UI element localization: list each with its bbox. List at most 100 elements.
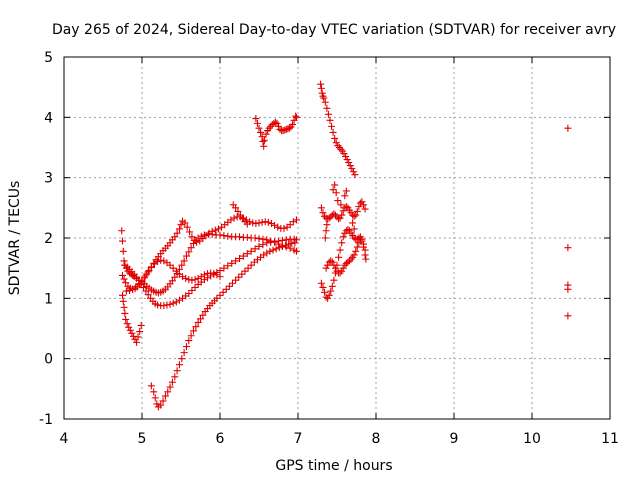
data-point bbox=[324, 294, 332, 302]
data-point bbox=[349, 168, 357, 176]
x-tick-label: 8 bbox=[372, 431, 381, 447]
data-point bbox=[222, 285, 230, 293]
data-point bbox=[328, 258, 336, 266]
data-point bbox=[257, 128, 265, 136]
data-point bbox=[319, 283, 327, 291]
data-point bbox=[341, 261, 349, 269]
data-point bbox=[236, 233, 243, 241]
data-point bbox=[328, 122, 336, 130]
data-point bbox=[282, 236, 290, 244]
data-point bbox=[185, 337, 193, 345]
data-point bbox=[132, 283, 140, 291]
data-point bbox=[232, 276, 240, 284]
data-point bbox=[120, 257, 128, 265]
data-point bbox=[183, 223, 191, 231]
data-point bbox=[181, 219, 189, 227]
data-point bbox=[291, 239, 299, 247]
data-point bbox=[216, 291, 224, 299]
data-point bbox=[275, 237, 282, 245]
data-point bbox=[262, 130, 270, 138]
data-point bbox=[264, 218, 272, 226]
data-point bbox=[178, 261, 186, 269]
data-point bbox=[282, 241, 290, 249]
data-point bbox=[275, 122, 282, 130]
data-point bbox=[346, 162, 354, 170]
data-point bbox=[342, 187, 350, 195]
data-point bbox=[192, 323, 200, 331]
data-point bbox=[150, 388, 158, 396]
data-point bbox=[355, 203, 363, 211]
data-point bbox=[263, 249, 271, 257]
data-point bbox=[271, 238, 279, 246]
data-point bbox=[327, 257, 335, 265]
data-point bbox=[211, 226, 219, 234]
data-point bbox=[326, 116, 334, 124]
data-point bbox=[360, 243, 368, 251]
data-point bbox=[234, 207, 242, 215]
data-point bbox=[281, 126, 289, 134]
data-point bbox=[285, 240, 293, 248]
data-point bbox=[334, 197, 342, 205]
data-point bbox=[324, 261, 332, 269]
data-point bbox=[199, 311, 207, 319]
data-point bbox=[216, 267, 224, 275]
data-point bbox=[140, 283, 148, 291]
data-point bbox=[144, 268, 152, 276]
data-point bbox=[255, 219, 263, 227]
data-point bbox=[120, 303, 128, 311]
data-point bbox=[339, 233, 347, 241]
data-point bbox=[173, 229, 181, 237]
data-point bbox=[125, 323, 133, 331]
data-point bbox=[177, 221, 185, 229]
data-point bbox=[151, 394, 159, 402]
data-point bbox=[129, 271, 137, 279]
data-point bbox=[338, 239, 346, 247]
data-point bbox=[142, 287, 150, 295]
data-point bbox=[185, 290, 193, 298]
data-point bbox=[166, 261, 174, 269]
data-point bbox=[208, 227, 216, 235]
data-point bbox=[267, 220, 275, 228]
x-tick-label: 5 bbox=[138, 431, 147, 447]
data-point bbox=[188, 233, 196, 241]
y-axis-label: SDTVAR / TECUs bbox=[7, 181, 23, 296]
data-point bbox=[278, 242, 286, 250]
data-point bbox=[331, 264, 339, 272]
data-point bbox=[164, 388, 172, 396]
x-tick-label: 6 bbox=[216, 431, 225, 447]
data-point bbox=[362, 255, 370, 263]
data-point bbox=[219, 288, 227, 296]
data-point bbox=[133, 338, 141, 346]
data-point bbox=[358, 198, 366, 206]
data-point bbox=[210, 270, 218, 278]
data-point bbox=[292, 247, 300, 255]
data-point bbox=[168, 378, 176, 386]
data-point bbox=[137, 321, 145, 329]
data-point bbox=[243, 250, 251, 258]
data-point bbox=[128, 329, 136, 337]
data-point bbox=[119, 291, 126, 299]
data-point bbox=[138, 276, 146, 284]
data-point bbox=[243, 233, 251, 241]
data-point bbox=[338, 267, 346, 275]
data-point bbox=[194, 318, 202, 326]
data-point bbox=[342, 153, 350, 161]
data-point bbox=[185, 248, 193, 256]
data-point bbox=[323, 104, 331, 112]
data-point bbox=[330, 276, 338, 284]
data-point bbox=[157, 256, 165, 264]
data-point bbox=[285, 124, 293, 132]
data-point bbox=[247, 247, 255, 255]
y-tick-label: 0 bbox=[44, 352, 53, 368]
data-point bbox=[318, 89, 326, 97]
data-point bbox=[337, 201, 345, 209]
data-point bbox=[267, 238, 275, 246]
x-axis-label: GPS time / hours bbox=[275, 458, 392, 474]
data-point bbox=[169, 299, 177, 307]
data-point bbox=[289, 218, 297, 226]
data-point bbox=[263, 239, 271, 247]
data-point bbox=[251, 234, 259, 242]
data-point bbox=[126, 326, 134, 334]
data-point bbox=[182, 252, 190, 260]
data-point bbox=[343, 156, 351, 164]
